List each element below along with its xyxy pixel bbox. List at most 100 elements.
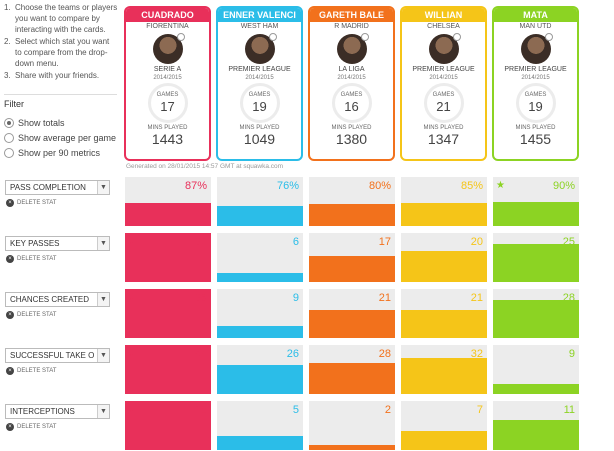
- stat-select[interactable]: KEY PASSES ▼: [5, 236, 110, 251]
- player-card[interactable]: GARETH BALE R MADRID LA LIGA 2014/2015 GAMES…: [308, 6, 395, 161]
- player-name: CUADRADO: [126, 8, 209, 22]
- stat-value: 44: [194, 348, 207, 360]
- mins-label: MINS PLAYED: [239, 125, 280, 131]
- mins-value: 1049: [243, 131, 276, 147]
- stat-cell: 6: [217, 233, 303, 282]
- stat-bar: [125, 233, 211, 282]
- team-name: CHELSEA: [427, 23, 460, 30]
- stat-value: 32: [470, 348, 483, 360]
- instruction-number: 2.: [4, 37, 11, 46]
- stat-value: 28: [378, 348, 391, 360]
- stat-value: 25: [562, 236, 575, 248]
- stat-cell: 21: [401, 289, 487, 338]
- stat-cell: 5: [217, 401, 303, 450]
- team-name: MAN UTD: [519, 23, 552, 30]
- season: 2014/2015: [429, 75, 458, 81]
- stat-value: 32: [194, 236, 207, 248]
- generated-note: Generated on 28/01/2015 14:57 GMT at squ…: [126, 163, 284, 170]
- stat-select-label: PASS COMPLETION: [10, 183, 86, 192]
- stat-value: 6: [292, 236, 299, 248]
- chevron-down-icon[interactable]: ▼: [97, 405, 109, 418]
- instruction-number: 3.: [4, 71, 11, 80]
- stat-cell: 87%: [125, 177, 211, 226]
- stat-value: 17: [378, 236, 391, 248]
- stat-value: 9: [292, 292, 299, 304]
- delete-stat-button[interactable]: × DELETE STAT: [6, 255, 56, 263]
- instruction-number: 1.: [4, 3, 11, 12]
- stat-bar: [217, 365, 303, 394]
- games-value: 19: [252, 99, 267, 114]
- stat-value: 80%: [368, 180, 391, 192]
- stat-cell: 2: [309, 401, 395, 450]
- mins-label: MINS PLAYED: [423, 125, 464, 131]
- games-value: 17: [160, 99, 175, 114]
- stat-bar: [125, 289, 211, 338]
- swap-icon[interactable]: [360, 33, 369, 41]
- stat-bar: [493, 202, 579, 226]
- filter-option[interactable]: Show per 90 metrics: [4, 146, 100, 159]
- radio-button[interactable]: [4, 117, 14, 128]
- chevron-down-icon[interactable]: ▼: [97, 293, 109, 306]
- player-card[interactable]: ENNER VALENCI WEST HAM PREMIER LEAGUE 2014/…: [216, 6, 303, 161]
- stat-row: PASS COMPLETION ▼ × DELETE STAT 87% 76% 80% 85%…: [0, 177, 614, 229]
- stat-select[interactable]: PASS COMPLETION ▼: [5, 180, 110, 195]
- stat-cell: 9: [493, 345, 579, 394]
- player-name: MATA: [494, 8, 577, 22]
- filter-title: Filter: [4, 99, 24, 109]
- team-name: R MADRID: [334, 23, 369, 30]
- mins-value: 1347: [427, 131, 460, 147]
- player-card[interactable]: MATA MAN UTD PREMIER LEAGUE 2014/2015 GAMES 1…: [492, 6, 579, 161]
- stat-select[interactable]: INTERCEPTIONS ▼: [5, 404, 110, 419]
- stat-bar: [493, 244, 579, 282]
- swap-icon[interactable]: [176, 33, 185, 41]
- stat-value: 90%: [552, 180, 575, 192]
- games-label: GAMES: [248, 92, 271, 98]
- filter-option-label: Show per 90 metrics: [18, 147, 101, 158]
- instruction-step: 3. Share with your friends.: [4, 70, 118, 81]
- mins-label: MINS PLAYED: [147, 125, 188, 131]
- swap-icon[interactable]: [452, 33, 461, 41]
- games-ring: GAMES 19: [515, 83, 556, 123]
- stat-cell: 7: [401, 401, 487, 450]
- radio-button[interactable]: [4, 147, 14, 158]
- games-label: GAMES: [340, 92, 363, 98]
- chevron-down-icon[interactable]: ▼: [97, 181, 109, 194]
- games-value: 16: [344, 99, 359, 114]
- season: 2014/2015: [153, 75, 182, 81]
- star-icon: ★: [128, 404, 137, 415]
- stat-select[interactable]: CHANCES CREATED ▼: [5, 292, 110, 307]
- stat-row: CHANCES CREATED ▼ × DELETE STAT 36 ★ 9 21 21 28: [0, 289, 614, 341]
- player-card[interactable]: WILLIAN CHELSEA PREMIER LEAGUE 2014/2015 GAM…: [400, 6, 487, 161]
- stat-cell: 85%: [401, 177, 487, 226]
- stat-bar: [401, 431, 487, 450]
- stat-value: 11: [563, 404, 575, 416]
- delete-stat-button[interactable]: × DELETE STAT: [6, 367, 56, 375]
- delete-stat-button[interactable]: × DELETE STAT: [6, 199, 56, 207]
- mins-label: MINS PLAYED: [515, 125, 556, 131]
- stat-cell: 32: [401, 345, 487, 394]
- team-name: WEST HAM: [240, 23, 279, 30]
- swap-icon[interactable]: [544, 33, 553, 41]
- radio-button[interactable]: [4, 132, 14, 143]
- player-card[interactable]: CUADRADO FIORENTINA SERIE A 2014/2015 GAMES 1…: [124, 6, 211, 161]
- delete-stat-button[interactable]: × DELETE STAT: [6, 311, 56, 319]
- stat-bar: [493, 384, 579, 394]
- swap-icon[interactable]: [268, 33, 277, 41]
- stat-select[interactable]: SUCCESSFUL TAKE O ▼: [5, 348, 110, 363]
- stat-cell: 20: [401, 233, 487, 282]
- stat-row: KEY PASSES ▼ × DELETE STAT 32 ★ 6 17 20 25: [0, 233, 614, 285]
- stat-value: 5: [292, 404, 299, 416]
- chevron-down-icon[interactable]: ▼: [97, 237, 109, 250]
- stat-select-label: SUCCESSFUL TAKE O: [10, 351, 95, 360]
- delete-stat-label: DELETE STAT: [17, 200, 57, 206]
- delete-stat-label: DELETE STAT: [17, 368, 57, 374]
- stat-cell: 28: [493, 289, 579, 338]
- delete-stat-button[interactable]: × DELETE STAT: [6, 423, 56, 431]
- chevron-down-icon[interactable]: ▼: [97, 349, 109, 362]
- filter-option[interactable]: Show totals: [4, 116, 65, 129]
- filter-option[interactable]: Show average per game: [4, 131, 116, 144]
- player-photo: [336, 33, 369, 64]
- season: 2014/2015: [521, 75, 550, 81]
- filter-option-label: Show average per game: [18, 132, 117, 143]
- stat-value: 21: [470, 292, 483, 304]
